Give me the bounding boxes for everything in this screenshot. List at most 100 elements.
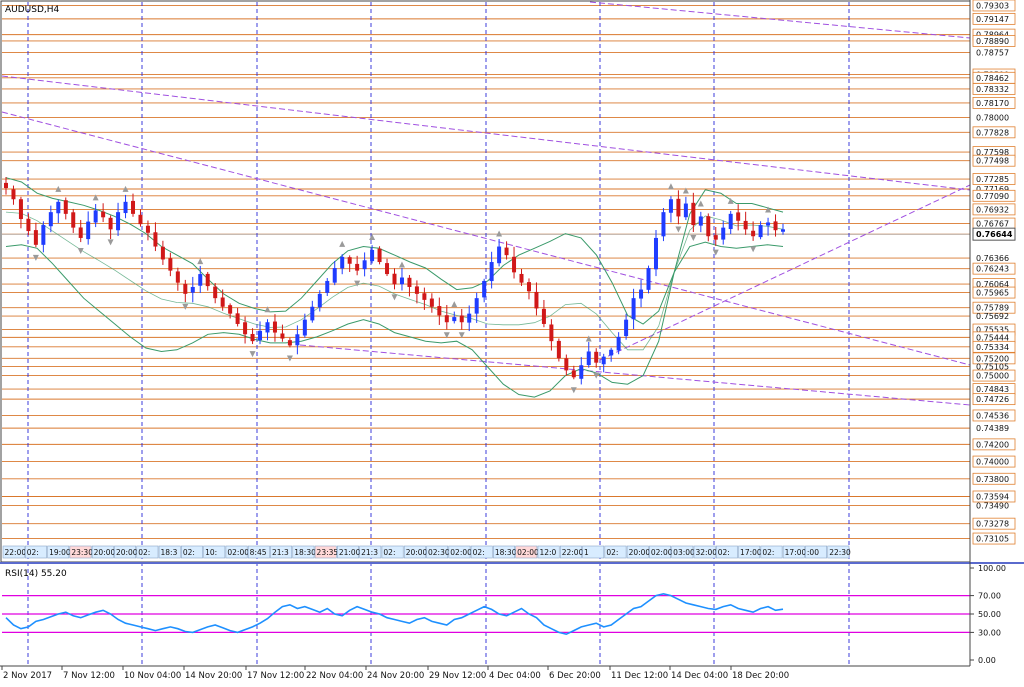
candle-body [108,217,113,230]
candle-body [63,200,68,214]
candle-body [175,271,180,283]
session-label: 02:00 [517,548,539,557]
time-axis-label: 10 Nov 04:00 [124,671,181,681]
fractal-down-arrow [354,280,361,287]
session-label-box [225,545,248,559]
price-label-box [972,490,1016,503]
session-label: 12:0 [539,548,556,557]
candle-body [347,257,352,264]
candle-body [751,230,756,237]
candle-body [18,199,23,220]
session-label-box [270,545,293,559]
session-label: 21:3 [272,548,289,557]
candle-body [325,280,330,293]
rsi-axis-label: 30.00 [978,628,1001,637]
fractal-down-arrow [458,332,465,339]
price-axis-label: 0.74726 [976,395,1009,404]
rsi-axis-label: 50.00 [978,610,1001,619]
session-label-box [671,545,694,559]
candle-body [11,189,16,200]
candle-body [728,213,733,230]
fractal-down-arrow [593,372,600,379]
session-label-box [337,545,359,559]
fractal-up-arrow [55,185,62,192]
fractal-up-arrow [667,183,674,190]
upper-band [5,177,784,325]
candle-body [766,222,771,226]
candle-body [385,263,390,275]
price-axis-label: 0.73105 [976,535,1009,544]
price-label-box [972,517,1016,530]
candlesticks [4,176,785,385]
session-label: 03:00 [673,548,695,557]
price-label-box [972,83,1016,95]
candle-body [131,200,136,214]
candle-body [168,258,173,271]
session-label-box [537,545,560,559]
price-axis-label: 0.79147 [976,15,1009,24]
price-axis-label: 0.74200 [976,440,1009,449]
session-label-box [247,545,270,559]
price-axis-label: 0.76767 [976,220,1009,229]
vertical-period-separators [27,2,850,666]
fractal-up-arrow [585,335,592,342]
candle-body [145,225,150,233]
candle-body [4,182,8,189]
candle-body [235,313,240,324]
session-label-box [136,545,159,559]
fractal-down-arrow [750,246,757,253]
rsi-axis-label: 70.00 [978,592,1001,601]
candle-body [399,277,404,285]
candle-body [101,211,106,218]
fractal-up-arrow [697,200,704,207]
candle-body [646,268,651,290]
price-axis-label: 0.78462 [976,74,1009,83]
price-axis-label: 0.76064 [976,280,1009,289]
candle-body [571,370,576,378]
candle-body [698,216,703,226]
price-axis-label: 0.77828 [976,128,1009,137]
price-label-box [972,455,1016,468]
price-label-box [972,126,1016,139]
rsi-title: RSI(14) 55.20 [5,569,67,579]
fractal-down-arrow [712,249,719,256]
fractal-down-arrow [32,254,39,261]
time-axis-label: 14 Dec 04:00 [671,671,728,681]
candle-body [474,298,479,314]
candle-body [713,235,718,240]
fractal-up-arrow [339,240,346,247]
price-label-box [972,472,1016,485]
session-label: 18:30 [495,548,517,557]
candle-body [138,214,143,225]
candle-body [295,334,300,346]
bollinger-bands [5,177,784,398]
candle-body [340,256,345,269]
fractal-up-arrow [451,301,458,308]
candle-body [48,212,53,227]
candle-body [676,198,681,217]
candle-body [489,262,494,282]
session-label: 02:00 [450,548,472,557]
session-label: 02: [718,548,730,557]
candle-body [93,210,98,223]
session-label: 23:35 [317,548,339,557]
candle-body [205,273,210,287]
candle-body [220,297,225,307]
session-label: 21:00 [339,548,361,557]
candle-body [332,268,337,283]
session-label: 02:30 [428,548,450,557]
candle-body [198,274,203,286]
candle-body [422,293,427,300]
candle-body [504,247,509,256]
session-label-box [715,545,738,559]
candle-body [272,321,277,333]
candle-body [407,277,412,287]
candle-body [33,230,38,245]
candle-body [594,351,599,363]
price-axis-label: 0.73594 [976,492,1009,501]
middle-band [5,211,784,351]
price-label-box [972,438,1016,451]
price-axis-label: 0.77169 [976,185,1009,194]
